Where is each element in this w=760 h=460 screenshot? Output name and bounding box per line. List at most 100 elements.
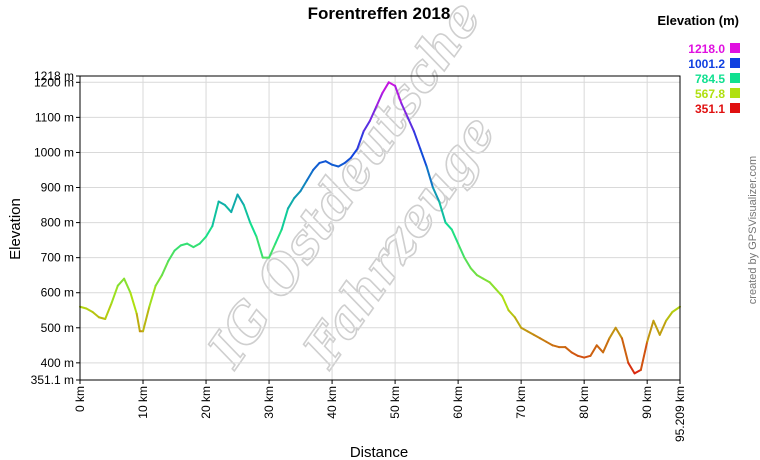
x-tick-label: 30 km xyxy=(262,386,276,419)
legend-title: Elevation (m) xyxy=(657,13,739,28)
legend-swatch xyxy=(730,43,740,53)
profile-segment xyxy=(343,156,352,164)
y-tick-label: 1200 m xyxy=(34,75,74,89)
profile-segment xyxy=(337,161,346,168)
profile-segment xyxy=(230,193,239,214)
profile-segment xyxy=(620,337,630,364)
profile-segment xyxy=(110,284,119,305)
x-tick-label: 10 km xyxy=(136,386,150,419)
profile-segment xyxy=(286,197,296,210)
profile-segment xyxy=(576,354,586,359)
profile-segment xyxy=(589,344,598,357)
profile-segment xyxy=(255,235,264,259)
profile-segment xyxy=(198,235,208,245)
profile-segment xyxy=(135,312,141,333)
profile-segment xyxy=(274,228,283,245)
y-tick-label: 500 m xyxy=(41,321,74,335)
profile-segment xyxy=(570,351,579,357)
legend-swatch xyxy=(730,73,740,83)
y-tick-label: 1218 m xyxy=(34,69,74,83)
profile-segment xyxy=(488,281,497,291)
profile-segment xyxy=(545,340,554,347)
profile-segment xyxy=(381,81,390,94)
profile-segment xyxy=(419,147,428,168)
profile-segment xyxy=(356,130,365,150)
x-tick-label: 90 km xyxy=(640,386,654,419)
profile-segment xyxy=(665,311,674,322)
profile-segment xyxy=(211,200,220,228)
x-axis-label: Distance xyxy=(350,444,408,460)
profile-segment xyxy=(406,116,416,133)
profile-segment xyxy=(129,291,138,315)
y-tick-label: 1000 m xyxy=(34,145,74,159)
profile-segment xyxy=(387,81,397,87)
y-tick-label: 400 m xyxy=(41,356,74,370)
profile-segment xyxy=(79,305,88,310)
profile-segment xyxy=(526,330,535,336)
profile-segment xyxy=(205,225,214,238)
profile-segment xyxy=(293,190,302,200)
x-tick-label: 50 km xyxy=(388,386,402,419)
profile-segment xyxy=(431,186,441,203)
profile-segment xyxy=(639,340,649,371)
profile-segment xyxy=(324,160,334,166)
legend-label: 1218.0 xyxy=(688,42,725,56)
legend-label: 1001.2 xyxy=(688,57,725,71)
y-ticks: 351.1 m 400 m 500 m 600 m 700 m 800 m 900 m 100… xyxy=(31,69,80,387)
profile-segment xyxy=(425,165,434,189)
profile-segment xyxy=(438,200,447,224)
profile-segment xyxy=(192,242,201,249)
profile-segment xyxy=(268,242,277,259)
x-tick-label: 60 km xyxy=(451,386,465,419)
profile-segment xyxy=(179,242,189,247)
x-tick-label: 70 km xyxy=(514,386,528,419)
profile-segment xyxy=(236,193,245,207)
y-tick-label: 1100 m xyxy=(35,110,74,124)
x-tick-label: 80 km xyxy=(577,386,591,419)
profile-segment xyxy=(614,326,623,340)
profile-segment xyxy=(551,344,560,349)
profile-segment xyxy=(167,249,176,263)
profile-segment xyxy=(671,305,681,314)
y-tick-label: 600 m xyxy=(41,286,74,300)
profile-segment xyxy=(602,337,611,354)
profile-segment xyxy=(375,91,384,108)
legend-label: 567.8 xyxy=(695,87,725,101)
profile-segment xyxy=(160,260,170,277)
profile-segment xyxy=(154,274,163,287)
profile-segment xyxy=(186,242,195,249)
profile-segment xyxy=(633,368,642,375)
profile-segment xyxy=(318,160,327,164)
profile-segment xyxy=(501,295,510,312)
credit-text: created by GPSVisualizer.com xyxy=(747,156,759,304)
legend-swatch xyxy=(730,103,740,113)
profile-segment xyxy=(595,344,605,354)
x-ticks: 0 km 10 km 20 km 30 km 40 km 50 km 60 km 70 km 8… xyxy=(73,380,687,442)
profile-segment xyxy=(349,147,359,159)
profile-segment xyxy=(507,309,516,319)
profile-segment xyxy=(482,277,491,284)
profile-segment xyxy=(331,163,340,168)
profile-segment xyxy=(469,267,479,277)
profile-segment xyxy=(280,207,289,231)
x-tick-label: 95.209 km xyxy=(673,386,687,442)
profile-segment xyxy=(564,346,573,354)
profile-segment xyxy=(400,102,409,119)
profile-segment xyxy=(97,316,107,321)
profile-segment xyxy=(652,319,661,336)
profile-segment xyxy=(450,228,460,245)
profile-segment xyxy=(362,119,371,133)
profile-segment xyxy=(463,256,472,270)
profile-segment xyxy=(85,307,94,314)
y-axis-label: Elevation xyxy=(7,198,24,260)
legend-label: 784.5 xyxy=(695,72,725,86)
profile-segment xyxy=(608,326,617,340)
profile-segment xyxy=(123,277,132,294)
profile-segment xyxy=(223,204,233,214)
plot-frame xyxy=(79,75,681,381)
x-tick-label: 40 km xyxy=(325,386,339,419)
profile-segment xyxy=(413,130,422,150)
profile-segment xyxy=(457,242,466,259)
profile-segment xyxy=(627,361,636,375)
